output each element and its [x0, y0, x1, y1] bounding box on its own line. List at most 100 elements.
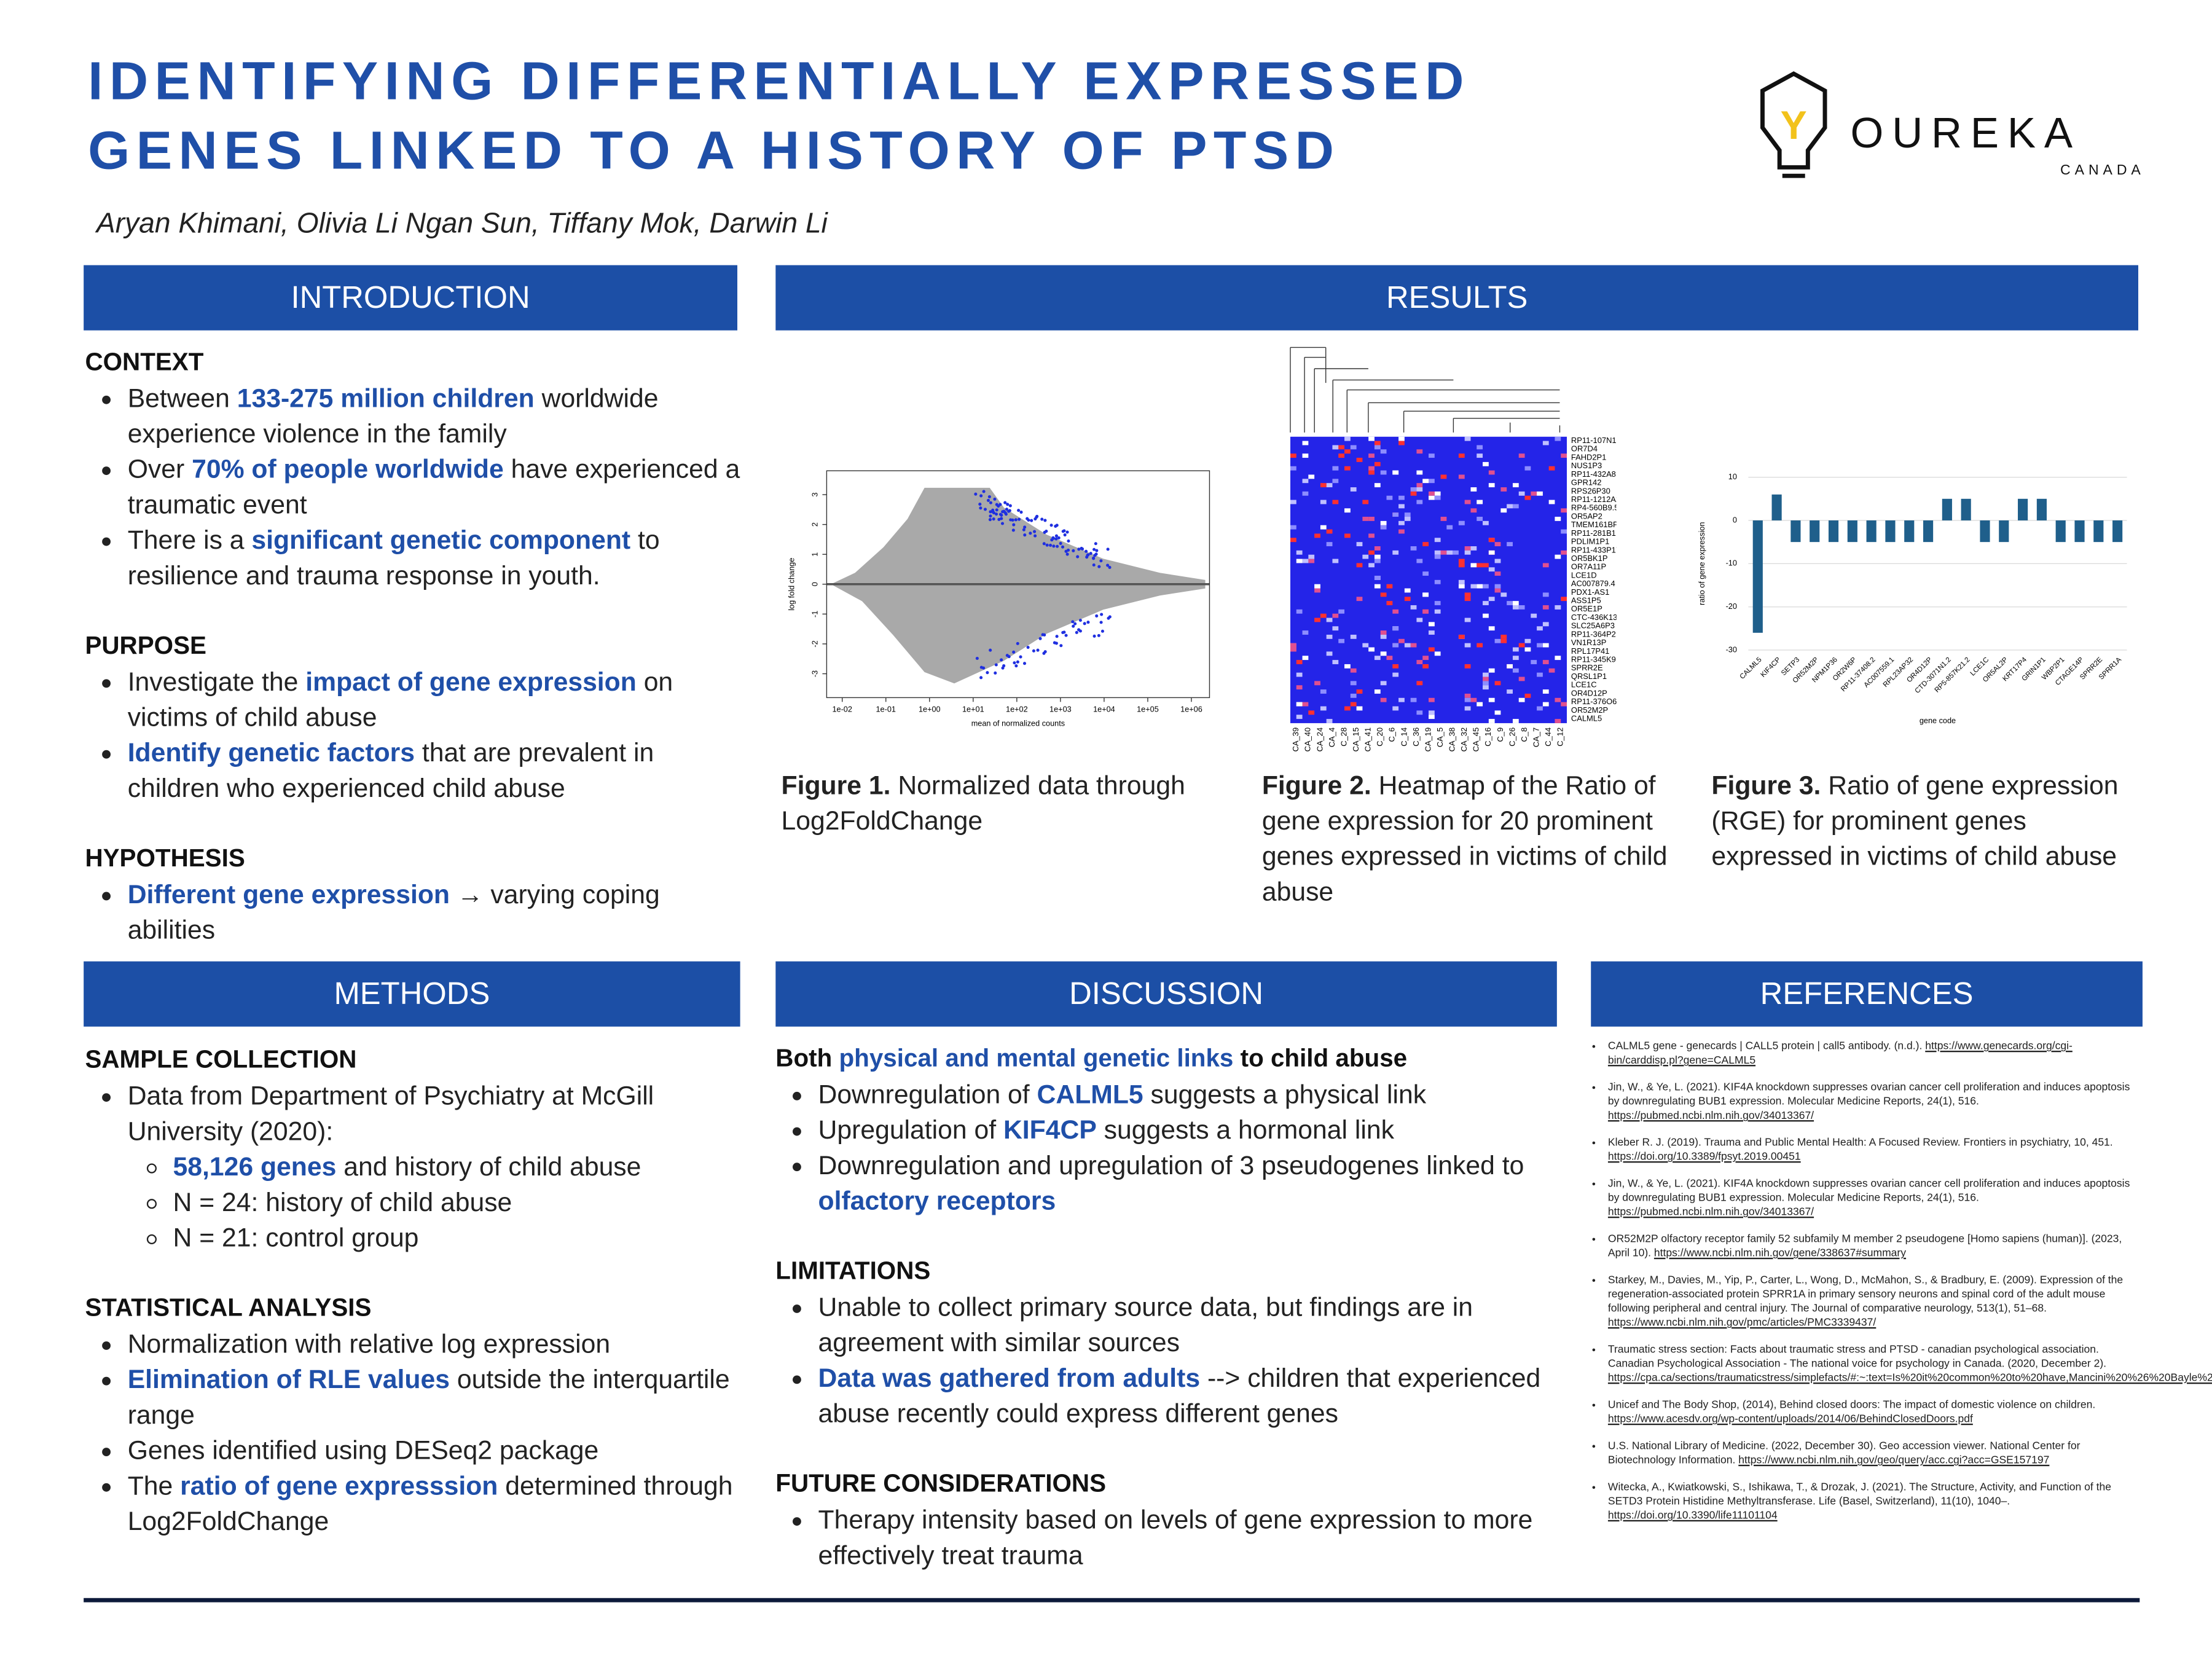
- highlight-point: [986, 671, 989, 675]
- heatmap-cell: [1555, 656, 1561, 661]
- heatmap-cell: [1422, 542, 1429, 547]
- highlight: Identify genetic factors: [127, 737, 415, 767]
- heatmap-cell: [1488, 483, 1495, 488]
- heatmap-cell: [1392, 672, 1399, 677]
- heatmap-cell: [1338, 453, 1345, 458]
- heatmap-cell: [1374, 445, 1381, 450]
- heatmap-cell: [1483, 672, 1489, 677]
- highlight-point: [1027, 518, 1030, 522]
- heatmap-cell: [1386, 495, 1393, 500]
- highlight-point: [1055, 635, 1059, 638]
- heatmap-cell: [1368, 466, 1375, 471]
- row-label: AC007879.4: [1571, 579, 1615, 588]
- heatmap-cell: [1332, 660, 1339, 664]
- y-tick-label: 1: [810, 552, 819, 557]
- highlight: 70% of people worldwide: [192, 453, 504, 484]
- heatmap-cell: [1428, 491, 1435, 496]
- highlight-point: [1086, 554, 1089, 557]
- heatmap-cell: [1398, 495, 1405, 500]
- heatmap-cell: [1356, 689, 1363, 694]
- text: Downregulation and upregulation of 3 pse…: [818, 1150, 1524, 1180]
- highlight-point: [1019, 655, 1022, 659]
- highlight-point: [1036, 648, 1040, 652]
- heatmap-cell: [1464, 500, 1471, 504]
- highlight-point: [997, 504, 1000, 508]
- x-tick-label: 1e+03: [1049, 705, 1072, 713]
- heatmap-cell: [1380, 634, 1387, 639]
- reference-text: Starkey, M., Davies, M., Yip, P., Carter…: [1607, 1273, 2124, 1315]
- heatmap-cell: [1374, 559, 1381, 563]
- highlight-point: [1045, 543, 1049, 547]
- bullet: Upregulation of KIF4CP suggests a hormon…: [818, 1112, 1582, 1147]
- highlight-point: [1050, 538, 1054, 542]
- heatmap-cell: [1524, 495, 1531, 500]
- column-label: CA_40: [1303, 728, 1312, 751]
- heatmap-cell: [1483, 584, 1489, 589]
- heatmap-cell: [1296, 702, 1303, 707]
- row-label: RP11-281B1.2: [1571, 528, 1617, 538]
- bullet: Elimination of RLE values outside the in…: [128, 1361, 740, 1432]
- heatmap-cell: [1326, 634, 1333, 639]
- reference-text: Jin, W., & Ye, L. (2021). KIF4A knockdow…: [1607, 1080, 2130, 1108]
- heatmap-cell: [1542, 605, 1549, 610]
- heatmap-cell: [1338, 445, 1345, 450]
- heatmap-cell: [1320, 500, 1327, 504]
- heatmap-cell: [1477, 453, 1483, 458]
- text: that are prevalent in children who exper…: [127, 737, 654, 803]
- bar: [1828, 520, 1839, 543]
- heatmap-cell: [1314, 533, 1320, 538]
- heatmap-cell: [1518, 643, 1525, 648]
- heatmap-cell: [1477, 500, 1483, 504]
- y-tick-label: 0: [1733, 516, 1737, 524]
- heatmap-cell: [1398, 504, 1405, 509]
- highlight-point: [1054, 534, 1058, 538]
- heatmap-cell: [1344, 508, 1351, 513]
- section-header: RESULTS: [775, 265, 2138, 331]
- highlight-point: [1062, 630, 1066, 634]
- heatmap-cell: [1320, 706, 1327, 711]
- heatmap-cell: [1410, 605, 1417, 610]
- heatmap-cell: [1368, 550, 1375, 555]
- x-tick-label: 1e+02: [1006, 705, 1028, 713]
- heatmap-cell: [1410, 546, 1417, 551]
- text: There is a: [127, 524, 252, 555]
- bullet: Over 70% of people worldwide have experi…: [128, 451, 740, 522]
- highlight-point: [1097, 565, 1101, 568]
- highlight-point: [1065, 552, 1069, 556]
- highlight-point: [1059, 541, 1062, 545]
- block: STATISTICAL ANALYSIS Normalization with r…: [85, 1290, 740, 1539]
- bullet: The ratio of gene expresssion determined…: [128, 1467, 740, 1538]
- highlight-point: [1075, 630, 1078, 634]
- heatmap-cell: [1410, 491, 1417, 496]
- row-label: RP4-560B9.5: [1571, 503, 1617, 512]
- column-label: CA_45: [1472, 728, 1481, 751]
- highlight-point: [1094, 542, 1097, 546]
- bar: [1752, 520, 1763, 633]
- heatmap-cell: [1344, 436, 1351, 441]
- reference-text: CALML5 gene - genecards | CALL5 protein …: [1607, 1039, 1926, 1053]
- heatmap-cell: [1368, 563, 1375, 568]
- heatmap-cell: [1350, 702, 1357, 707]
- highlight-point: [1095, 549, 1099, 552]
- heatmap-cell: [1458, 559, 1465, 563]
- highlight-point: [1057, 536, 1061, 539]
- highlight-point: [1042, 542, 1046, 546]
- introduction-body: CONTEXT Between 133-275 million children …: [85, 345, 740, 982]
- heatmap-cell: [1398, 638, 1405, 643]
- highlight-point: [998, 512, 1002, 516]
- heatmap-cell: [1422, 592, 1429, 597]
- highlight: ratio of gene expresssion: [180, 1470, 498, 1500]
- heatmap-cell: [1326, 483, 1333, 488]
- heatmap-cell: [1296, 672, 1303, 677]
- reference-link: https://doi.org/10.3389/fpsyt.2019.00451: [1607, 1150, 1801, 1163]
- heatmap-cell: [1561, 550, 1567, 555]
- reference-list: CALML5 gene - genecards | CALL5 protein …: [1591, 1039, 2212, 1523]
- block: HYPOTHESIS Different gene expression → va…: [85, 841, 740, 947]
- highlight: Data was gathered from adults: [818, 1362, 1201, 1393]
- heatmap-cell: [1398, 520, 1405, 525]
- highlight-point: [986, 498, 990, 502]
- row-label: PDX1-AS1: [1571, 587, 1609, 597]
- heatmap-cell: [1290, 647, 1296, 652]
- heatmap-cell: [1302, 702, 1309, 707]
